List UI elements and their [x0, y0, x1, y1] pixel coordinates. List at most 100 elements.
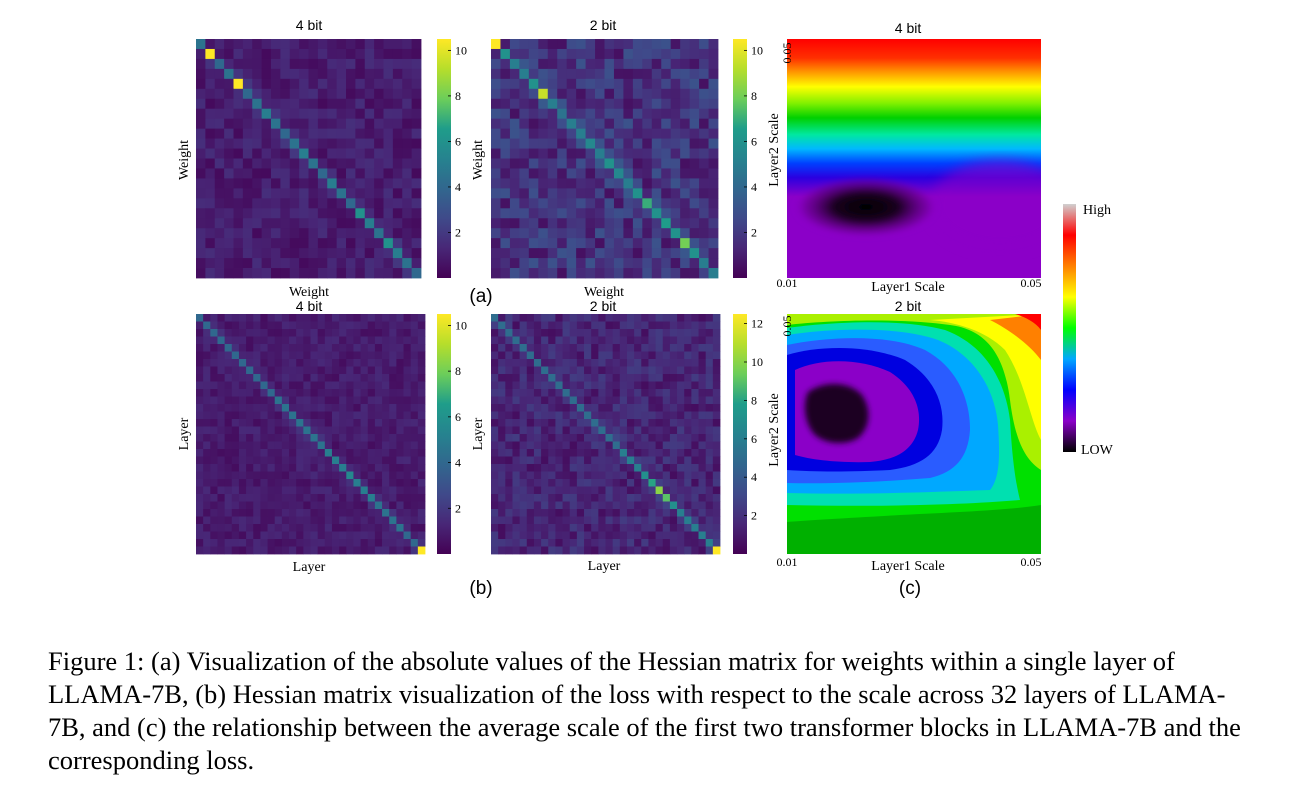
heatmap-cell	[648, 464, 656, 472]
heatmap-cell	[417, 374, 426, 382]
heatmap-cell	[289, 471, 297, 480]
heatmap-cell	[252, 108, 263, 120]
heatmap-cell	[655, 396, 664, 405]
heatmap-cell	[296, 449, 304, 457]
heatmap-cell	[331, 396, 340, 405]
heatmap-cell	[519, 108, 530, 120]
heatmap-cell	[691, 501, 699, 510]
heatmap-cell	[591, 531, 599, 540]
heatmap-title: 2 bit	[590, 298, 617, 314]
heatmap-cell	[689, 238, 700, 249]
heatmap-cell	[684, 531, 692, 540]
heatmap-cell	[389, 321, 397, 330]
heatmap-cell	[605, 509, 614, 517]
heatmap-cell	[598, 486, 606, 495]
heatmap-cell	[680, 168, 691, 179]
heatmap-title: 2 bit	[895, 298, 922, 314]
heatmap-cell	[691, 381, 699, 390]
heatmap-cell	[383, 108, 394, 120]
heatmap-cell	[548, 396, 556, 405]
heatmap-cell	[327, 148, 338, 159]
heatmap-cell	[708, 58, 719, 70]
heatmap-cell	[519, 158, 530, 169]
heatmap-cell	[712, 501, 721, 510]
heatmap-cell	[253, 524, 261, 532]
heatmap-cell	[411, 168, 422, 179]
heatmap-cell	[299, 98, 309, 110]
heatmap-cell	[712, 539, 721, 547]
heatmap-cell	[246, 426, 254, 435]
heatmap-cell	[289, 396, 297, 405]
heatmap-cell	[246, 516, 254, 525]
heatmap-cell	[303, 449, 311, 457]
heatmap-cell	[605, 351, 614, 360]
heatmap-cell	[389, 404, 397, 412]
heatmap-cell	[555, 329, 563, 337]
heatmap-cell	[613, 78, 624, 90]
heatmap-cell	[708, 258, 719, 269]
heatmap-cell	[509, 168, 520, 179]
heatmap-cell	[253, 366, 261, 375]
heatmap-cell	[246, 351, 254, 360]
colorbar	[733, 39, 747, 278]
heatmap-cell	[512, 404, 521, 412]
heatmap-cell	[296, 441, 304, 450]
heatmap-cell	[519, 509, 528, 517]
heatmap-cell	[584, 366, 592, 375]
heatmap-cell	[339, 486, 347, 495]
heatmap-cell	[274, 501, 283, 510]
heatmap-cell	[238, 494, 247, 502]
heatmap-cell	[299, 58, 309, 70]
heatmap-cell	[569, 404, 578, 412]
heatmap-title: 4 bit	[296, 298, 323, 314]
heatmap-cell	[367, 314, 376, 322]
heatmap-cell	[491, 411, 499, 420]
heatmap-cell	[670, 208, 681, 219]
heatmap-cell	[224, 321, 233, 330]
heatmap-cell	[604, 248, 615, 259]
heatmap-cell	[491, 238, 501, 249]
heatmap-cell	[203, 524, 211, 532]
heatmap-cell	[585, 188, 596, 199]
heatmap-cell-diagonal	[632, 188, 643, 199]
heatmap-cell	[274, 404, 283, 412]
heatmap-cell	[604, 128, 615, 139]
heatmap-cell	[274, 494, 283, 502]
heatmap-cell	[289, 88, 300, 100]
heatmap-cell	[662, 321, 671, 330]
heatmap-cell	[557, 118, 568, 130]
heatmap-cell	[331, 366, 340, 375]
heatmap-cell	[281, 314, 290, 322]
heatmap-cell	[374, 336, 383, 345]
heatmap-cell	[498, 344, 506, 352]
heatmap-cell	[339, 434, 347, 442]
heatmap-cell	[612, 359, 621, 367]
heatmap-cell	[533, 516, 542, 525]
heatmap-cell-diagonal	[528, 78, 539, 90]
heatmap-cell	[355, 88, 366, 100]
heatmap-cell	[699, 98, 709, 110]
heatmap-cell	[214, 148, 225, 159]
heatmap-cell	[533, 404, 542, 412]
heatmap-cell	[569, 321, 578, 330]
heatmap-cell	[339, 509, 347, 517]
heatmap-cell	[619, 464, 628, 472]
heatmap-cell	[512, 434, 521, 442]
heatmap-cell	[389, 314, 397, 322]
heatmap-cell	[648, 374, 656, 382]
heatmap-cell	[317, 198, 328, 209]
heatmap-cell	[526, 524, 535, 532]
heatmap-cell	[655, 321, 664, 330]
heatmap-cell	[498, 374, 506, 382]
heatmap-cell	[500, 158, 511, 169]
heatmap-cell	[526, 501, 535, 510]
heatmap-cell	[584, 336, 592, 345]
heatmap-cell	[689, 138, 700, 149]
heatmap-cell	[708, 188, 719, 199]
heatmap-cell	[623, 238, 634, 249]
heatmap-cell	[613, 238, 624, 249]
heatmap-cell	[562, 426, 571, 435]
heatmap-cell	[274, 419, 283, 427]
heatmap-cell	[303, 531, 311, 540]
heatmap-cell	[196, 396, 204, 405]
